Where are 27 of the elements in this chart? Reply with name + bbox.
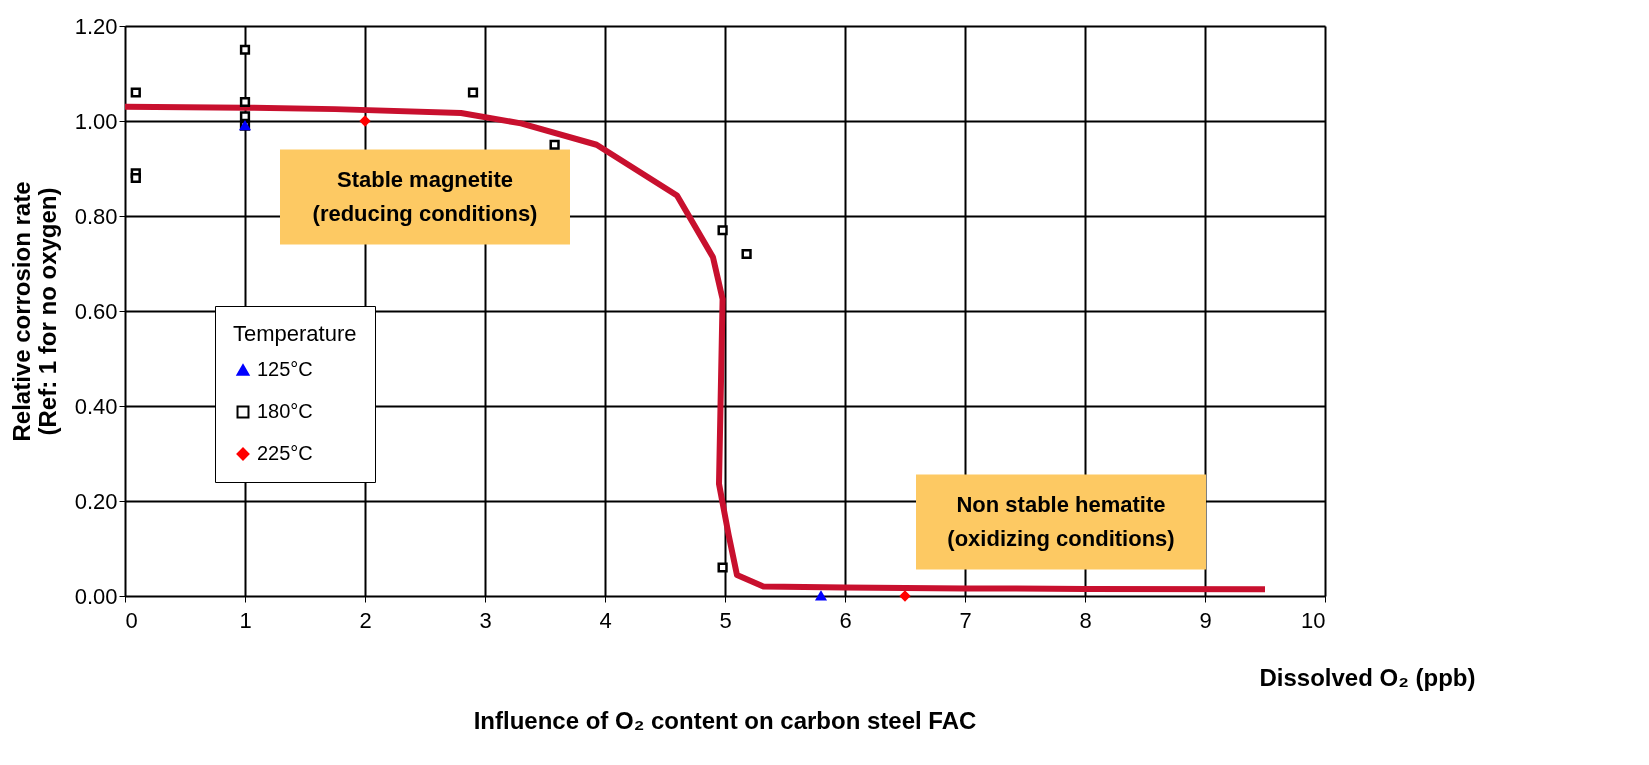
x-tick-label: 0 [125, 607, 138, 633]
x-tick-label: 5 [719, 607, 732, 633]
legend-title: Temperature [233, 321, 357, 346]
x-tick-label: 9 [1199, 607, 1212, 633]
y-tick-label: 0.40 [74, 393, 118, 419]
legend-label: 125°C [257, 358, 313, 380]
y-tick-label: 0.20 [74, 488, 118, 514]
annotation: Stable magnetite (reducing conditions) [312, 167, 538, 226]
legend-label: 180°C [257, 400, 313, 422]
x-tick-label: 4 [599, 607, 612, 633]
text: Influence of O₂ content on carbon steel FAC [473, 707, 977, 734]
y-tick-label: 0.60 [74, 298, 118, 324]
x-axis-title: Dissolved O₂ (ppb) [1259, 663, 1476, 691]
x-tick-label: 3 [479, 607, 492, 633]
x-tick-label: 1 [239, 607, 252, 633]
x-tick-label: 10 [1301, 607, 1326, 633]
y-tick-label: 1.20 [74, 13, 118, 39]
x-tick-label: 7 [959, 607, 972, 633]
x-tick-label: 8 [1079, 607, 1092, 633]
x-tick-label: 6 [839, 607, 852, 633]
y-tick-label: 0.80 [74, 203, 118, 229]
y-tick-label: 0.00 [74, 583, 118, 609]
y-axis-title: Relative corrosion rate (Ref: 1 for no oxygen) [7, 181, 61, 442]
y-tick-label: 1.00 [74, 108, 118, 134]
legend-label: 225°C [257, 442, 313, 464]
annotation: Non stable hematite (oxidizing conditions) [947, 491, 1175, 551]
x-tick-label: 2 [359, 607, 372, 633]
